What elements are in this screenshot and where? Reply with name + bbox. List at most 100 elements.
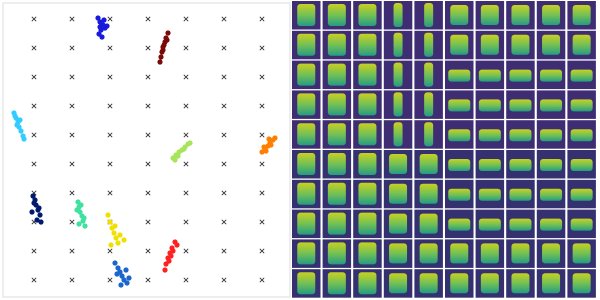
sample-tile	[475, 150, 505, 179]
tile-figure	[297, 33, 316, 56]
sample-tile	[506, 30, 535, 60]
grid-marker	[221, 132, 227, 138]
tile-figure	[393, 62, 403, 87]
sample-tile	[414, 90, 443, 119]
grid-marker	[259, 16, 265, 22]
grid-marker	[145, 190, 151, 196]
tile-figure	[358, 272, 377, 295]
tile-figure	[511, 243, 530, 264]
point	[14, 122, 20, 128]
scatter-plot	[11, 15, 278, 288]
tile-figure	[358, 212, 377, 235]
tile-figure	[327, 123, 346, 146]
sample-tile	[414, 239, 443, 268]
grid-marker	[107, 74, 113, 80]
tile-figure	[419, 213, 438, 234]
grid-marker	[183, 277, 189, 283]
tile-figure	[542, 273, 561, 294]
grid-marker	[107, 277, 113, 283]
sample-tile	[475, 269, 505, 298]
tile-figure	[570, 129, 593, 142]
tile-figure	[424, 122, 434, 147]
grid-marker	[31, 74, 37, 80]
point	[121, 237, 127, 243]
grid-marker	[107, 45, 113, 51]
point	[174, 242, 180, 248]
grid-marker	[183, 16, 189, 22]
grid-marker	[145, 16, 151, 22]
sample-tile	[383, 150, 413, 179]
grid-marker	[107, 161, 113, 167]
tile-figure	[358, 153, 377, 175]
tile-figure	[511, 273, 530, 294]
tile-figure	[480, 34, 499, 55]
tile-figure	[424, 32, 434, 57]
sample-tile	[383, 30, 413, 60]
point	[74, 207, 80, 213]
grid-marker	[145, 161, 151, 167]
grid-marker	[259, 132, 265, 138]
grid-marker	[145, 45, 151, 51]
grid-marker	[221, 161, 227, 167]
sample-tile	[292, 120, 321, 149]
sample-tile	[322, 120, 352, 149]
grid-marker	[31, 132, 37, 138]
grid-marker	[31, 248, 37, 254]
tile-figure	[448, 218, 471, 231]
sample-tile	[383, 1, 413, 30]
tile-figure	[478, 188, 501, 201]
sample-tile	[567, 1, 596, 30]
grid-marker	[183, 161, 189, 167]
sample-tile	[292, 239, 321, 268]
tile-figure	[393, 122, 403, 147]
tile-figure	[542, 5, 561, 25]
point	[157, 59, 163, 65]
point	[99, 34, 105, 40]
point	[158, 54, 164, 60]
sample-tile	[292, 1, 321, 30]
tile-figure	[419, 183, 438, 204]
sample-tile	[536, 179, 566, 209]
point	[272, 135, 278, 141]
tile-figure	[540, 99, 563, 112]
point	[107, 219, 113, 225]
grid-marker	[221, 16, 227, 22]
point	[82, 223, 88, 229]
sample-tile	[414, 1, 443, 30]
point	[119, 273, 125, 279]
point	[164, 37, 170, 43]
point	[105, 212, 111, 218]
tile-figure	[358, 4, 377, 26]
sample-tile	[353, 1, 382, 30]
grid-marker	[259, 190, 265, 196]
grid-marker	[107, 248, 113, 254]
sample-tile	[506, 239, 535, 268]
tile-figure	[297, 182, 316, 205]
sample-tile	[475, 209, 505, 239]
tile-figure	[358, 63, 377, 86]
tile-figure	[509, 99, 532, 112]
sample-tile	[567, 60, 596, 90]
sample-tile	[475, 1, 505, 30]
point	[104, 23, 110, 29]
tile-figure	[511, 34, 530, 55]
point	[21, 136, 27, 142]
tile-figure	[419, 154, 438, 174]
sample-tile	[383, 90, 413, 119]
sample-tile	[322, 90, 352, 119]
sample-tile	[414, 179, 443, 209]
tile-figure	[389, 273, 408, 294]
point	[166, 258, 172, 264]
sample-tile	[353, 239, 382, 268]
sample-tile	[383, 209, 413, 239]
point	[160, 47, 166, 53]
sample-tile	[292, 90, 321, 119]
tile-figure	[480, 243, 499, 264]
grid-marker	[69, 45, 75, 51]
grid-marker	[107, 190, 113, 196]
sample-tile	[353, 209, 382, 239]
sample-tile	[445, 30, 474, 60]
tile-figure	[478, 159, 501, 171]
tile-figure	[297, 272, 316, 295]
sample-tile	[445, 209, 474, 239]
